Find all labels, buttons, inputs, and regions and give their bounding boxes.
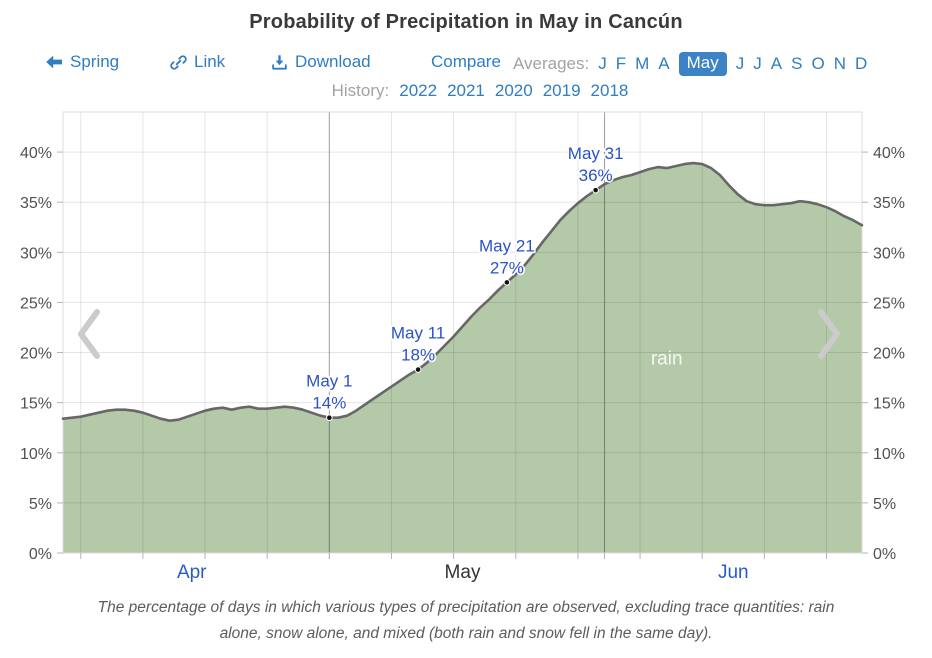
y-axis-label-left: 30%: [20, 245, 52, 262]
y-axis-label-left: 0%: [29, 546, 52, 563]
month-nov[interactable]: N: [833, 54, 846, 73]
back-to-spring-link[interactable]: Spring: [45, 52, 119, 72]
history-year-2019[interactable]: 2019: [542, 81, 581, 100]
y-axis-label-left: 25%: [20, 295, 52, 312]
history-year-2022[interactable]: 2022: [399, 81, 438, 100]
download-label: Download: [295, 52, 371, 71]
link-label: Link: [194, 52, 226, 71]
y-axis-label-right: 0%: [873, 546, 896, 563]
link-icon: [170, 54, 187, 71]
y-axis-label-right: 20%: [873, 346, 905, 363]
x-axis-month-apr[interactable]: Apr: [177, 562, 207, 583]
history-year-2021[interactable]: 2021: [447, 81, 485, 100]
annotation-dot: [592, 186, 599, 194]
download-link[interactable]: Download: [271, 52, 371, 72]
annotation-date: May 31: [568, 144, 624, 163]
back-arrow-icon: [45, 55, 63, 69]
y-axis-label-left: 20%: [20, 346, 52, 363]
chart-toolbar: Spring Link Download: [0, 52, 932, 78]
month-may-selected: May: [678, 52, 727, 76]
annotation-value: 14%: [312, 394, 346, 413]
history-year-2020[interactable]: 2020: [494, 81, 533, 100]
month-jul[interactable]: J: [753, 54, 762, 73]
y-axis-label-right: 25%: [873, 295, 905, 312]
annotation-dot: [503, 279, 511, 286]
averages-label: Averages:: [513, 54, 590, 73]
caption-line-2: alone, snow alone, and mixed (both rain …: [219, 625, 713, 642]
plot-border: [62, 111, 863, 554]
annotation-value: 18%: [401, 346, 435, 365]
month-oct[interactable]: O: [811, 54, 825, 73]
y-axis-label-left: 40%: [20, 145, 52, 162]
series-label-rain: rain: [651, 349, 683, 370]
next-period-button[interactable]: [812, 306, 848, 362]
page-title: Probability of Precipitation in May in C…: [249, 11, 683, 33]
y-axis-label-right: 15%: [873, 396, 905, 413]
download-icon: [271, 54, 288, 71]
y-axis-label-left: 35%: [20, 195, 52, 212]
y-axis-label-right: 10%: [873, 446, 905, 463]
history-year-2018[interactable]: 2018: [590, 81, 629, 100]
x-axis-month-may: May: [445, 562, 481, 583]
compare-label: Compare: [431, 52, 501, 71]
month-mar[interactable]: M: [635, 54, 650, 73]
chevron-right-icon: [818, 309, 840, 359]
annotation-date: May 11: [391, 324, 446, 343]
month-aug[interactable]: A: [770, 54, 783, 73]
annotation-value: 27%: [490, 258, 524, 277]
y-axis-label-right: 40%: [873, 145, 905, 162]
caption-line-1: The percentage of days in which various …: [97, 599, 835, 616]
y-axis-label-left: 10%: [20, 446, 52, 463]
month-apr[interactable]: A: [658, 54, 670, 73]
chart-canvas: 0% 0% 5% 5% 10% 10% 15% 15% 20% 20% 25% 25% 30% 30% 35…: [20, 111, 905, 583]
chart-caption: The percentage of days in which various …: [0, 595, 932, 647]
history-label: History:: [331, 81, 390, 100]
annotation-date: May 1: [306, 372, 352, 391]
permalink-link[interactable]: Link: [170, 52, 225, 72]
averages-month-selector: Averages: J F M A May J J A S O N D: [513, 52, 867, 76]
y-axis-label-right: 35%: [873, 195, 905, 212]
month-jun[interactable]: J: [735, 54, 745, 73]
prev-period-button[interactable]: [70, 306, 106, 362]
y-axis-label-left: 5%: [29, 496, 52, 513]
month-jan[interactable]: J: [598, 54, 607, 73]
x-axis-month-jun[interactable]: Jun: [718, 562, 749, 583]
rain-area: [63, 163, 862, 553]
annotation-date: May 21: [479, 236, 535, 255]
month-feb[interactable]: F: [615, 54, 627, 73]
annotation-value: 36%: [579, 166, 613, 185]
month-dec[interactable]: D: [854, 54, 868, 73]
chevron-left-icon: [78, 309, 100, 359]
y-axis-label-left: 15%: [20, 396, 52, 413]
rain-probability-line: [61, 161, 864, 423]
precipitation-chart: 0% 0% 5% 5% 10% 10% 15% 15% 20% 20% 25% 25% 30% 30% 35…: [0, 108, 932, 592]
month-sep[interactable]: S: [791, 54, 803, 73]
y-axis-label-right: 5%: [873, 496, 896, 513]
history-year-selector: History: 2022 2021 2020 2019 2018: [14, 81, 932, 101]
back-link-label: Spring: [70, 52, 120, 71]
y-axis-label-right: 30%: [873, 245, 905, 262]
compare-link[interactable]: Compare: [431, 52, 501, 72]
annotation-dot: [326, 414, 333, 421]
annotation-dot: [414, 366, 422, 373]
